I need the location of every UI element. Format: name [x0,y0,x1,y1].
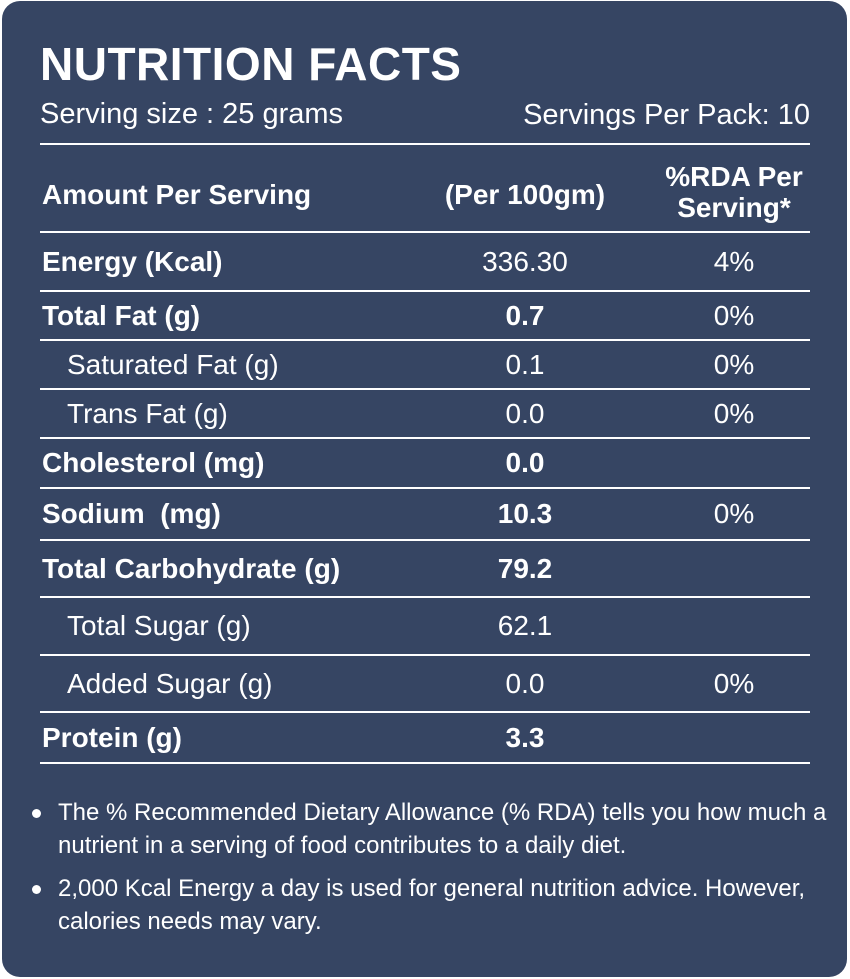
divider [40,711,810,713]
footnotes: The % Recommended Dietary Allowance (% R… [32,796,832,948]
table-row-total-fat: Total Fat (g) 0.7 0% [40,292,810,339]
table-row-trans-fat: Trans Fat (g) 0.0 0% [40,390,810,437]
divider [40,437,810,439]
row-rda: 4% [713,245,755,277]
servings-per-pack: Servings Per Pack: 10 [523,99,810,131]
divider [40,539,810,541]
divider [40,388,810,390]
page-title: NUTRITION FACTS [40,38,462,90]
row-rda: 0% [713,667,755,699]
footnote-text: 2,000 Kcal Energy a day is used for gene… [58,875,806,935]
footnote: 2,000 Kcal Energy a day is used for gene… [32,872,832,938]
row-value: 0.0 [505,447,545,478]
row-label: Saturated Fat (g) [67,348,279,380]
table-row-added-sugar: Added Sugar (g) 0.0 0% [40,656,810,711]
row-value: 0.0 [505,667,545,699]
row-label: Total Carbohydrate (g) [42,552,341,584]
row-label: Trans Fat (g) [67,397,228,429]
row-rda: 0% [713,299,755,331]
footnote: The % Recommended Dietary Allowance (% R… [32,796,832,862]
row-value: 62.1 [497,610,553,641]
column-header-amount: Amount Per Serving [42,179,312,210]
table-row-energy: Energy (Kcal) 336.30 4% [40,233,810,290]
table-row-protein: Protein (g) 3.3 [40,713,810,762]
row-label: Cholesterol (mg) [42,447,265,478]
bullet-icon [32,885,41,894]
row-label: Sodium (mg) [42,498,221,529]
row-value: 0.1 [505,348,545,380]
column-header-per-100gm: (Per 100gm) [444,179,606,210]
footnote-text: The % Recommended Dietary Allowance (% R… [58,799,827,859]
row-label: Energy (Kcal) [42,245,223,277]
row-label: Total Sugar (g) [67,610,251,641]
divider [40,231,810,233]
divider [40,290,810,292]
row-value: 3.3 [505,721,545,753]
divider [40,143,810,145]
table-row-total-carbohydrate: Total Carbohydrate (g) 79.2 [40,541,810,596]
row-label: Total Fat (g) [42,299,201,331]
row-value: 79.2 [497,552,553,584]
bullet-icon [32,809,41,818]
row-label: Added Sugar (g) [67,667,273,699]
divider [40,654,810,656]
row-rda: 0% [713,348,755,380]
row-rda: 0% [713,498,755,529]
divider [40,487,810,489]
table-row-saturated-fat: Saturated Fat (g) 0.1 0% [40,341,810,388]
divider [40,596,810,598]
table-row-cholesterol: Cholesterol (mg) 0.0 [40,439,810,487]
row-value: 0.7 [505,299,545,331]
column-header-rda: %RDA Per Serving* [665,161,803,223]
divider [40,339,810,341]
row-rda: 0% [713,397,755,429]
serving-size: Serving size : 25 grams [40,98,344,130]
table-row-sodium: Sodium (mg) 10.3 0% [40,489,810,539]
divider [40,762,810,764]
row-value: 336.30 [482,245,568,277]
row-label: Protein (g) [42,721,182,753]
table-row-total-sugar: Total Sugar (g) 62.1 [40,598,810,654]
row-value: 0.0 [505,397,545,429]
row-value: 10.3 [497,498,553,529]
